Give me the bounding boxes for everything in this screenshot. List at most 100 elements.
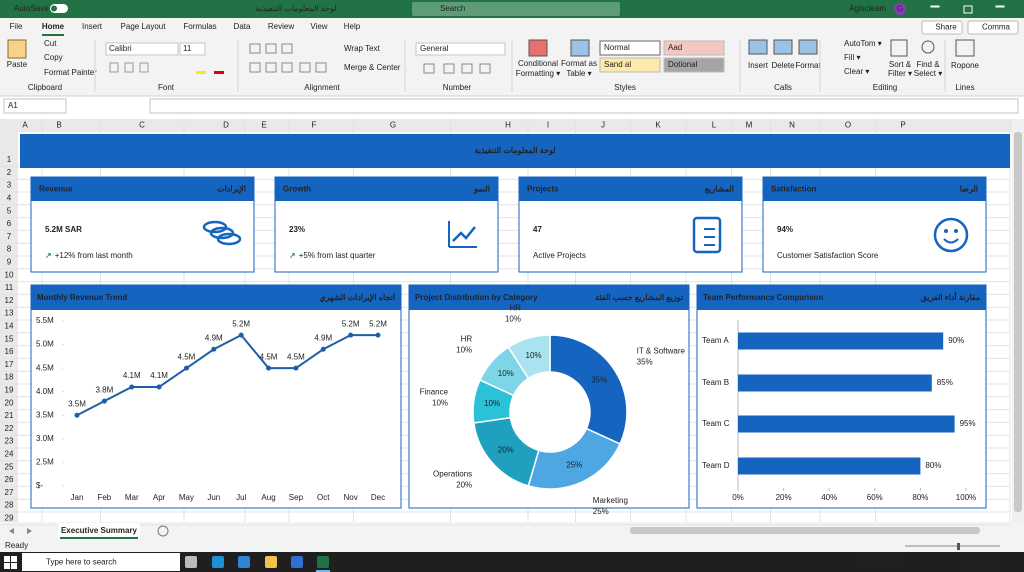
sheet-tab[interactable]: [58, 523, 140, 539]
ribbon-tab[interactable]: File: [10, 22, 23, 31]
clear-button[interactable]: Clear ▾: [844, 67, 869, 76]
taskbar-app[interactable]: [212, 556, 224, 568]
sheet-nav[interactable]: [9, 528, 14, 534]
start-logo[interactable]: [11, 563, 17, 569]
scroll-thumb[interactable]: [1014, 132, 1022, 512]
taskbar-app[interactable]: [265, 556, 277, 568]
font-style-button[interactable]: [139, 62, 149, 73]
category-label: Team C: [702, 419, 730, 428]
horizontal-scroll[interactable]: [630, 527, 980, 534]
cell-style[interactable]: [599, 57, 661, 73]
align-button[interactable]: [249, 62, 261, 73]
formula-input[interactable]: [149, 98, 1019, 114]
sort-filter[interactable]: Sort &: [889, 60, 912, 69]
cell-style[interactable]: [663, 40, 725, 56]
align-button[interactable]: [281, 43, 293, 54]
autosum-button[interactable]: AutoTom ▾: [844, 39, 882, 48]
font-name[interactable]: Calibri: [109, 44, 132, 53]
copy-button[interactable]: Copy: [44, 53, 63, 62]
align-button[interactable]: [299, 62, 311, 73]
ribbon-tab[interactable]: Home: [42, 22, 65, 31]
align-button[interactable]: [265, 62, 277, 73]
number-button[interactable]: [423, 63, 435, 74]
font-size[interactable]: 11: [183, 44, 192, 53]
ropone-button[interactable]: Ropone: [951, 61, 980, 70]
format-painter-button[interactable]: Format Painter: [44, 68, 97, 77]
kpi-note: ↗ +5% from last quarter: [289, 251, 376, 260]
name-box[interactable]: [3, 98, 67, 114]
ribbon-tab[interactable]: Page Layout: [121, 22, 167, 31]
column-header: E: [261, 121, 266, 130]
user-avatar[interactable]: [894, 3, 906, 15]
number-format[interactable]: General: [420, 44, 449, 53]
conditional-formatting[interactable]: Formatting ▾: [516, 69, 560, 78]
cell-style[interactable]: [663, 57, 725, 73]
row-header: 17: [5, 360, 14, 369]
format-as-table[interactable]: Table ▾: [566, 69, 591, 78]
number-button[interactable]: [479, 63, 491, 74]
x-tick-label: 60%: [867, 493, 883, 502]
cut-button[interactable]: Cut: [44, 39, 57, 48]
bar: [738, 374, 932, 392]
zoom-thumb[interactable]: [957, 543, 960, 550]
sheet-tab-label[interactable]: Executive Summary: [61, 526, 138, 535]
kpi-title-ar: الرضا: [960, 185, 978, 195]
data-label: 4.1M: [150, 371, 168, 380]
find-select[interactable]: Select ▾: [914, 69, 942, 78]
cell-style[interactable]: [599, 40, 661, 56]
toggle-knob: [51, 5, 57, 12]
number-button[interactable]: [443, 63, 455, 74]
ribbon-tab[interactable]: Review: [268, 22, 294, 31]
wrap-text-button[interactable]: Wrap Text: [344, 44, 380, 53]
align-button[interactable]: [265, 43, 277, 54]
format-as-table[interactable]: Format as: [561, 59, 597, 68]
ribbon-tab[interactable]: Data: [234, 22, 251, 31]
find-select[interactable]: Find &: [916, 60, 940, 69]
taskbar-app[interactable]: [291, 556, 303, 568]
window-control[interactable]: [930, 5, 940, 8]
align-button[interactable]: [249, 43, 261, 54]
insert-cells[interactable]: Insert: [748, 61, 769, 70]
add-sheet[interactable]: [157, 525, 169, 537]
comments-button[interactable]: [967, 20, 1019, 35]
conditional-formatting[interactable]: Conditional: [518, 59, 558, 68]
fill-button[interactable]: Fill ▾: [844, 53, 860, 62]
ribbon-tab[interactable]: Insert: [82, 22, 103, 31]
taskbar-search[interactable]: [22, 553, 180, 571]
taskbar-app[interactable]: [185, 556, 197, 568]
taskbar-app[interactable]: [317, 556, 329, 568]
number-format-box[interactable]: [415, 42, 506, 56]
window-control[interactable]: [995, 5, 1005, 8]
font-size-box[interactable]: [179, 42, 206, 56]
bar: [738, 332, 944, 350]
merge-center-button[interactable]: Merge & Center: [344, 63, 401, 72]
delete-cells[interactable]: Delete: [771, 61, 795, 70]
font-style-button[interactable]: [109, 62, 119, 73]
sort-filter[interactable]: Filter ▾: [888, 69, 912, 78]
slice-label: 10%: [526, 351, 542, 360]
row-header: 16: [5, 347, 14, 356]
window-control[interactable]: [963, 5, 973, 14]
start-logo[interactable]: [4, 563, 10, 569]
data-label: 4.5M: [287, 352, 305, 361]
paste-button[interactable]: Paste: [7, 60, 28, 69]
font-style-button[interactable]: [124, 62, 134, 73]
row-header: 5: [7, 206, 12, 215]
ribbon-tab[interactable]: View: [310, 22, 327, 31]
start-logo[interactable]: [11, 556, 17, 562]
kpi-title: Growth: [283, 185, 311, 194]
share-button[interactable]: [921, 20, 963, 35]
font-name-box[interactable]: [105, 42, 179, 56]
search-box[interactable]: [412, 2, 620, 16]
data-point: [293, 365, 299, 371]
align-button[interactable]: [315, 62, 327, 73]
taskbar-app[interactable]: [238, 556, 250, 568]
number-button[interactable]: [461, 63, 473, 74]
align-button[interactable]: [281, 62, 293, 73]
column-header: P: [900, 121, 905, 130]
format-cells[interactable]: Format: [795, 61, 821, 70]
ribbon-tab[interactable]: Help: [344, 22, 361, 31]
start-logo[interactable]: [4, 556, 10, 562]
ribbon-tab[interactable]: Formulas: [183, 22, 216, 31]
sheet-nav[interactable]: [27, 528, 32, 534]
